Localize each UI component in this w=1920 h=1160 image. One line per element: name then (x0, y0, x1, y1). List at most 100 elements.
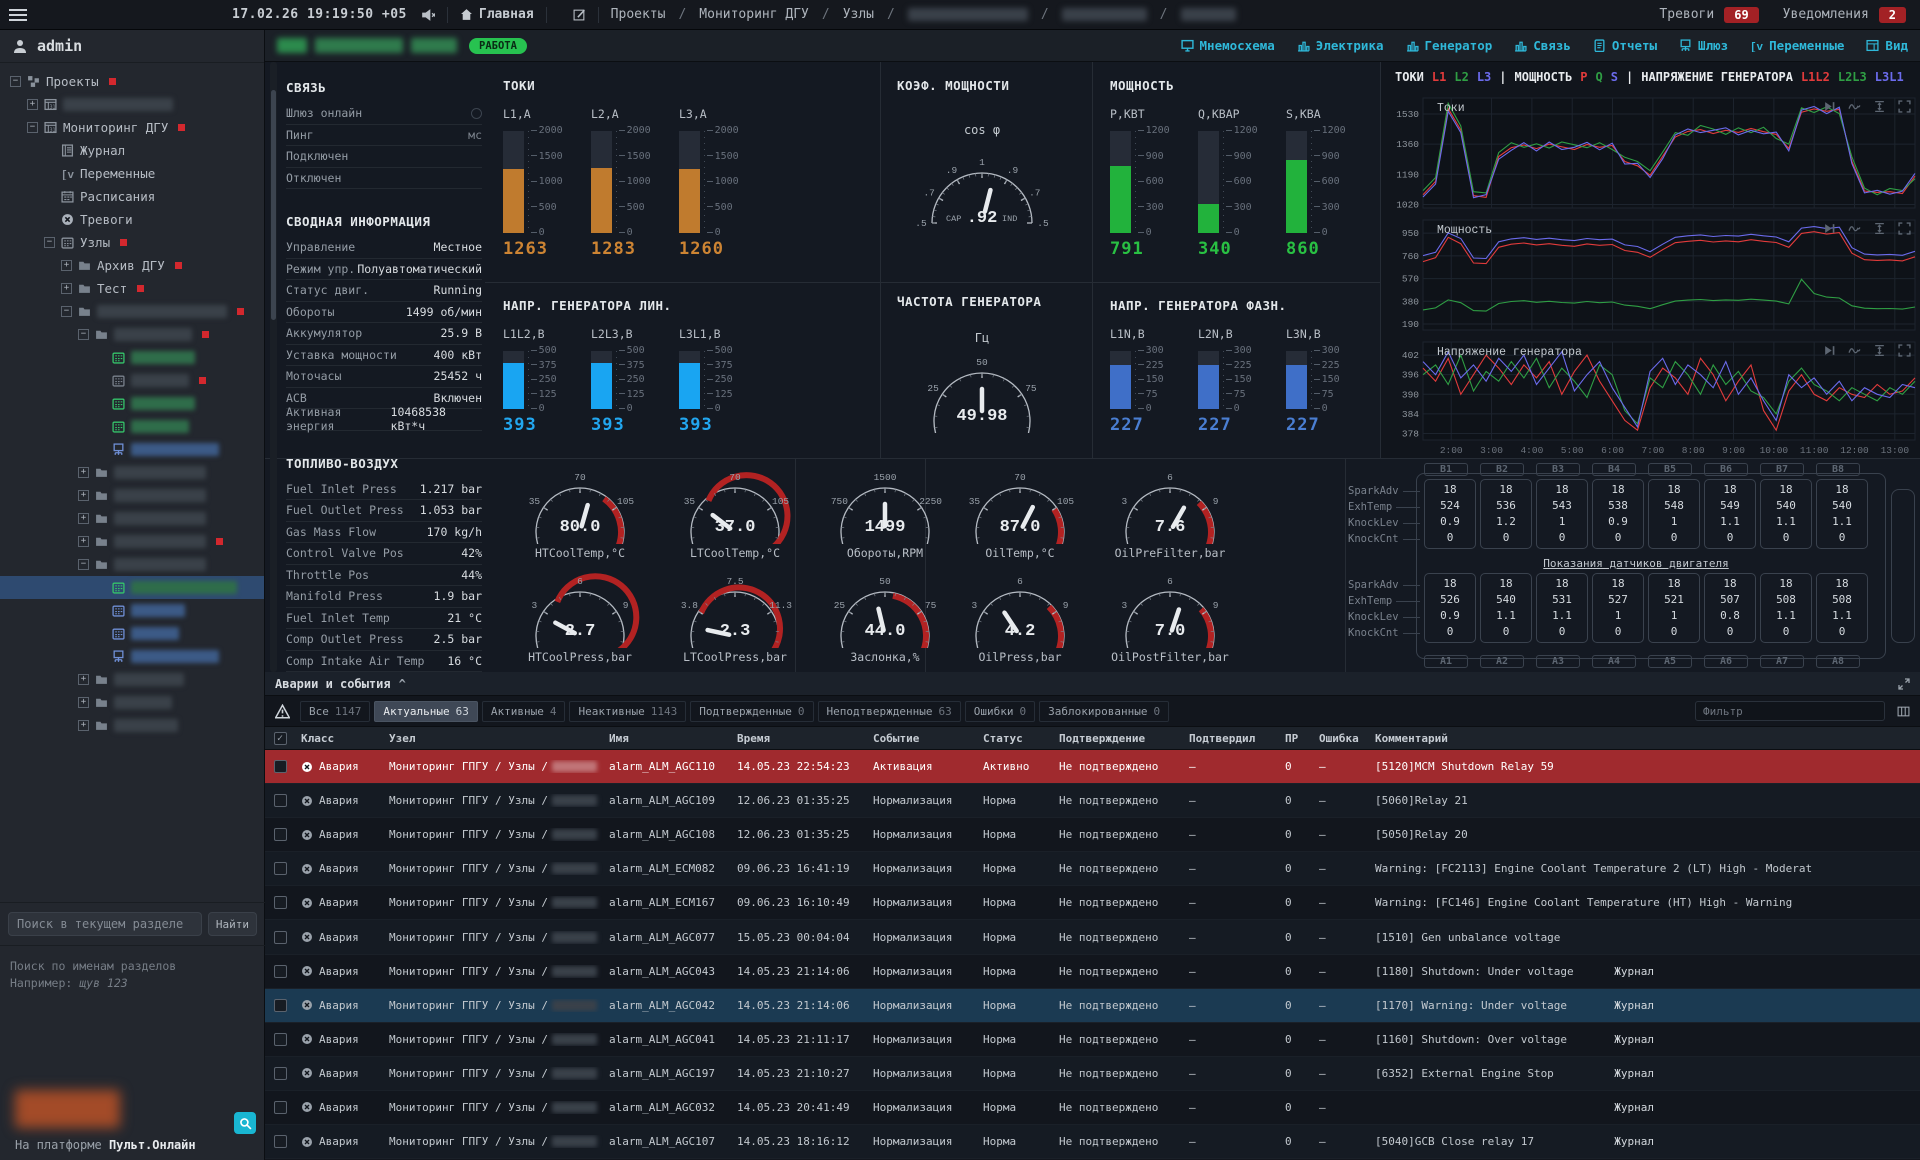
fit-vertical-icon[interactable] (1873, 344, 1886, 357)
row-checkbox[interactable] (273, 1100, 287, 1114)
tree-item-redacted[interactable] (0, 576, 264, 599)
row-checkbox[interactable] (273, 828, 287, 842)
tree-expander-icon[interactable]: − (78, 329, 89, 340)
tree-expander-icon[interactable]: − (78, 559, 89, 570)
tree-item-redacted[interactable]: − (0, 323, 264, 346)
toolbar-button-5[interactable]: Отчеты (1593, 38, 1657, 53)
alarm-tab-неактивные[interactable]: Неактивные 1143 (569, 700, 687, 722)
tree-item-redacted[interactable] (0, 392, 264, 415)
journal-link[interactable]: Журнал (1614, 1135, 1654, 1149)
tree-item-redacted[interactable]: − (0, 553, 264, 576)
tree-expander-icon[interactable]: + (78, 467, 89, 478)
row-checkbox[interactable] (273, 1066, 287, 1080)
breadcrumb-item[interactable]: Проекты (610, 7, 666, 22)
tree-item-redacted[interactable] (0, 438, 264, 461)
column-header[interactable]: Статус (983, 731, 1023, 745)
tree-expander-icon[interactable]: − (61, 306, 72, 317)
column-header[interactable]: Комментарий (1375, 731, 1448, 745)
fullscreen-icon[interactable] (1898, 344, 1911, 357)
tree-expander-icon[interactable]: + (61, 283, 72, 294)
tree-expander-icon[interactable]: − (44, 237, 55, 248)
columns-config-icon[interactable] (1897, 705, 1910, 718)
play-to-end-icon[interactable] (1823, 222, 1836, 235)
chart-Токи[interactable]: 1530 1360 1190 1020 Токи (1381, 92, 1920, 214)
row-checkbox[interactable] (273, 896, 287, 910)
alarm-row-alarm_ALM_AGC107[interactable]: Авария Мониторинг ГПГУ / Узлы / alarm_AL… (265, 1125, 1920, 1160)
smoothing-icon[interactable] (1848, 100, 1861, 113)
column-header[interactable]: Подтвердил (1189, 731, 1256, 745)
tree-expander-icon[interactable]: + (78, 720, 89, 731)
toolbar-button-3[interactable]: Генератор (1406, 38, 1492, 53)
alarm-row-alarm_ALM_AGC077[interactable]: Авария Мониторинг ГПГУ / Узлы / alarm_AL… (265, 920, 1920, 955)
tree-item-журнал[interactable]: Журнал (0, 139, 264, 162)
scrollbar[interactable] (270, 62, 277, 672)
chart-Напряжение генератора[interactable]: 2:00 3:00 4:00 5:00 6:00 7:00 8:00 9:00 10:00 11:… (1381, 336, 1920, 458)
alarm-tab-активные[interactable]: Активные 4 (481, 700, 566, 722)
alarms-counter-label[interactable]: Тревоги (1659, 7, 1715, 22)
tree-item-redacted[interactable] (0, 622, 264, 645)
tree-item-тревоги[interactable]: Тревоги (0, 208, 264, 231)
chart-Мощность[interactable]: 950 760 570 380 190 Мощность (1381, 214, 1920, 336)
alarm-row-alarm_ALM_ECM167[interactable]: Авария Мониторинг ГПГУ / Узлы / alarm_AL… (265, 886, 1920, 921)
tree-item-redacted[interactable] (0, 369, 264, 392)
tree-item-redacted[interactable]: + (0, 668, 264, 691)
tree-item-переменные[interactable]: [v] Переменные (0, 162, 264, 185)
section-search-input[interactable] (8, 912, 202, 936)
fit-vertical-icon[interactable] (1873, 222, 1886, 235)
journal-link[interactable]: Журнал (1614, 998, 1654, 1012)
play-to-end-icon[interactable] (1823, 344, 1836, 357)
column-header[interactable]: Узел (389, 731, 416, 745)
tree-item-узлы[interactable]: − Узлы (0, 231, 264, 254)
row-checkbox[interactable] (273, 794, 287, 808)
column-header[interactable]: Подтверждение (1059, 731, 1146, 745)
search-fab-button[interactable] (234, 1112, 256, 1134)
column-header[interactable]: Время (737, 731, 771, 745)
toolbar-button-6[interactable]: Шлюз (1679, 38, 1728, 53)
tree-item-redacted[interactable]: + (0, 507, 264, 530)
tree-item-расписания[interactable]: Расписания (0, 185, 264, 208)
tree-item-redacted[interactable]: + (0, 484, 264, 507)
tree-expander-icon[interactable]: + (27, 99, 38, 110)
breadcrumb-home[interactable]: Главная (460, 7, 534, 22)
select-all-checkbox[interactable]: ✓ (273, 731, 287, 745)
user-menu[interactable]: admin (0, 30, 264, 63)
row-checkbox[interactable] (273, 964, 287, 978)
notifications-counter-label[interactable]: Уведомления (1782, 7, 1869, 22)
expand-icon[interactable] (1898, 677, 1910, 690)
toolbar-button-1[interactable]: Мнемосхема (1180, 38, 1275, 53)
row-checkbox[interactable] (273, 998, 287, 1012)
alarm-row-alarm_ALM_AGC032[interactable]: Авария Мониторинг ГПГУ / Узлы / alarm_AL… (265, 1091, 1920, 1126)
alarm-row-alarm_ALM_AGC041[interactable]: Авария Мониторинг ГПГУ / Узлы / alarm_AL… (265, 1023, 1920, 1057)
tree-item-архив-дгу[interactable]: + Архив ДГУ (0, 254, 264, 277)
play-to-end-icon[interactable] (1823, 100, 1836, 113)
alarm-row-alarm_ALM_AGC197[interactable]: Авария Мониторинг ГПГУ / Узлы / alarm_AL… (265, 1056, 1920, 1091)
alarm-tab-ошибки[interactable]: Ошибки 0 (964, 700, 1036, 722)
tree-item-redacted[interactable]: + (0, 691, 264, 714)
engine-sensors-link[interactable]: Показания датчиков двигателя (1543, 557, 1729, 570)
row-checkbox[interactable] (273, 760, 287, 774)
row-checkbox[interactable] (273, 1032, 287, 1046)
toolbar-button-7[interactable]: [v]Переменные (1750, 38, 1845, 53)
hamburger-menu-icon[interactable] (9, 8, 27, 21)
fullscreen-icon[interactable] (1898, 222, 1911, 235)
alarm-row-alarm_ALM_AGC042[interactable]: Авария Мониторинг ГПГУ / Узлы / alarm_AL… (265, 988, 1920, 1023)
tree-item-redacted[interactable]: + (0, 714, 264, 737)
row-checkbox[interactable] (273, 862, 287, 876)
row-checkbox[interactable] (273, 1135, 287, 1149)
tree-expander-icon[interactable]: + (78, 697, 89, 708)
journal-link[interactable]: Журнал (1614, 1032, 1654, 1046)
toolbar-button-4[interactable]: Связь (1514, 38, 1571, 53)
journal-link[interactable]: Журнал (1614, 1100, 1654, 1114)
alarm-tab-актуальные[interactable]: Актуальные 63 (374, 700, 478, 722)
journal-link[interactable]: Журнал (1614, 1066, 1654, 1080)
tree-item-мониторинг-дгу[interactable]: − 31 Мониторинг ДГУ (0, 116, 264, 139)
alarms-counter-badge[interactable]: 69 (1724, 6, 1759, 23)
tree-expander-icon[interactable]: − (10, 76, 21, 87)
tree-expander-icon[interactable]: + (78, 536, 89, 547)
alarm-row-alarm_ALM_AGC043[interactable]: Авария Мониторинг ГПГУ / Узлы / alarm_AL… (265, 955, 1920, 989)
alarm-tab-подтвержденные[interactable]: Подтвержденные 0 (690, 700, 814, 722)
tree-expander-icon[interactable]: − (27, 122, 38, 133)
breadcrumb-item[interactable]: Мониторинг ДГУ (699, 7, 809, 22)
alarm-tab-заблокированные[interactable]: Заблокированные 0 (1039, 700, 1170, 722)
breadcrumb-item[interactable]: Узлы (842, 7, 875, 22)
